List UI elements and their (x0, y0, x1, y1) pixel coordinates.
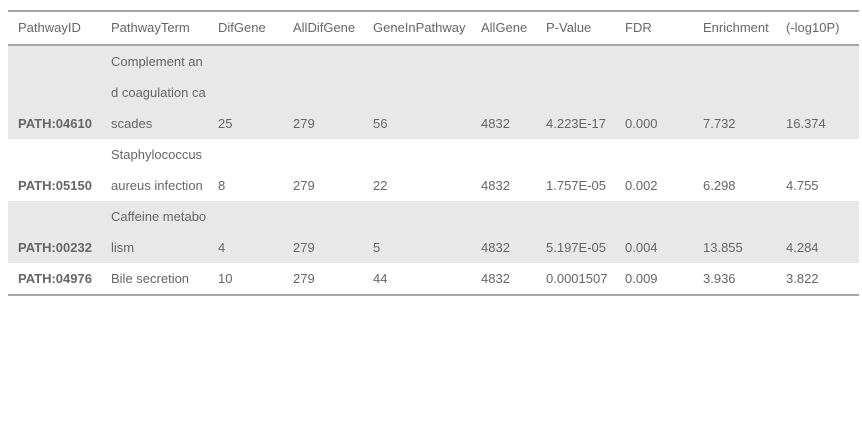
gene-in-pathway-cell: 44 (373, 271, 388, 286)
dif-gene-cell: 10 (218, 271, 233, 286)
all-dif-gene-cell: 279 (293, 178, 315, 193)
all-dif-gene-cell: 279 (293, 271, 315, 286)
table-row: PATH:05150 Staphylococcus aureus infecti… (8, 139, 859, 201)
header-all-gene: AllGene (481, 20, 528, 35)
header-enrichment: Enrichment (703, 20, 769, 35)
enrichment-cell: 6.298 (703, 178, 736, 193)
header-pathway-id: PathwayID (18, 20, 81, 35)
header-p-value: P-Value (546, 20, 592, 35)
pathway-term-cell: Bile secretion (111, 271, 190, 286)
dif-gene-cell: 25 (208, 45, 283, 139)
pathway-id-cell: PATH:00232 (8, 201, 101, 263)
dif-gene-cell: 8 (218, 178, 226, 193)
neg-log10p-cell: 4.755 (786, 178, 819, 193)
gene-in-pathway-cell: 22 (373, 178, 388, 193)
all-gene-cell: 4832 (471, 201, 536, 263)
fdr-cell: 0.004 (615, 201, 693, 263)
dif-gene-cell: 4 (208, 201, 283, 263)
p-value-cell: 5.197E-05 (536, 201, 615, 263)
header-neg-log10p: (-log10P) (786, 20, 840, 35)
pathway-term-cell: Caffeine metabolism (101, 201, 208, 263)
pathway-term-cell: Staphylococcus aureus infection (111, 147, 203, 193)
pathway-id-cell: PATH:04610 (8, 45, 101, 139)
fdr-cell: 0.002 (625, 178, 658, 193)
table-body: PATH:04610 Complement and coagulation ca… (8, 45, 859, 295)
fdr-cell: 0.000 (615, 45, 693, 139)
header-all-dif-gene: AllDifGene (293, 20, 356, 35)
enrichment-cell: 7.732 (693, 45, 776, 139)
pathway-enrichment-table: PathwayID PathwayTerm DifGene AllDifGene… (8, 10, 859, 296)
table-row: PATH:04610 Complement and coagulation ca… (8, 45, 859, 139)
all-gene-cell: 4832 (471, 45, 536, 139)
all-dif-gene-cell: 279 (283, 45, 363, 139)
pathway-id-cell: PATH:05150 (18, 178, 92, 193)
header-dif-gene: DifGene (218, 20, 266, 35)
neg-log10p-cell: 16.374 (776, 45, 859, 139)
enrichment-cell: 13.855 (693, 201, 776, 263)
header-gene-in-pathway: GeneInPathway (373, 20, 466, 35)
fdr-cell: 0.009 (625, 271, 658, 286)
all-gene-cell: 4832 (481, 271, 510, 286)
neg-log10p-cell: 3.822 (786, 271, 819, 286)
pathway-id-cell: PATH:04976 (18, 271, 92, 286)
table-header: PathwayID PathwayTerm DifGene AllDifGene… (8, 11, 859, 45)
table-row: PATH:04976 Bile secretion 10 279 44 4832… (8, 263, 859, 295)
table-row: PATH:00232 Caffeine metabolism 4 279 5 4… (8, 201, 859, 263)
neg-log10p-cell: 4.284 (776, 201, 859, 263)
p-value-cell: 1.757E-05 (546, 178, 606, 193)
p-value-cell: 4.223E-17 (536, 45, 615, 139)
all-dif-gene-cell: 279 (283, 201, 363, 263)
pathway-term-cell: Complement and coagulation cascades (101, 45, 208, 139)
p-value-cell: 0.0001507 (546, 271, 608, 286)
header-pathway-term: PathwayTerm (111, 20, 190, 35)
all-gene-cell: 4832 (481, 178, 510, 193)
gene-in-pathway-cell: 56 (363, 45, 471, 139)
header-row: PathwayID PathwayTerm DifGene AllDifGene… (8, 11, 859, 45)
header-fdr: FDR (625, 20, 652, 35)
enrichment-cell: 3.936 (703, 271, 736, 286)
gene-in-pathway-cell: 5 (363, 201, 471, 263)
